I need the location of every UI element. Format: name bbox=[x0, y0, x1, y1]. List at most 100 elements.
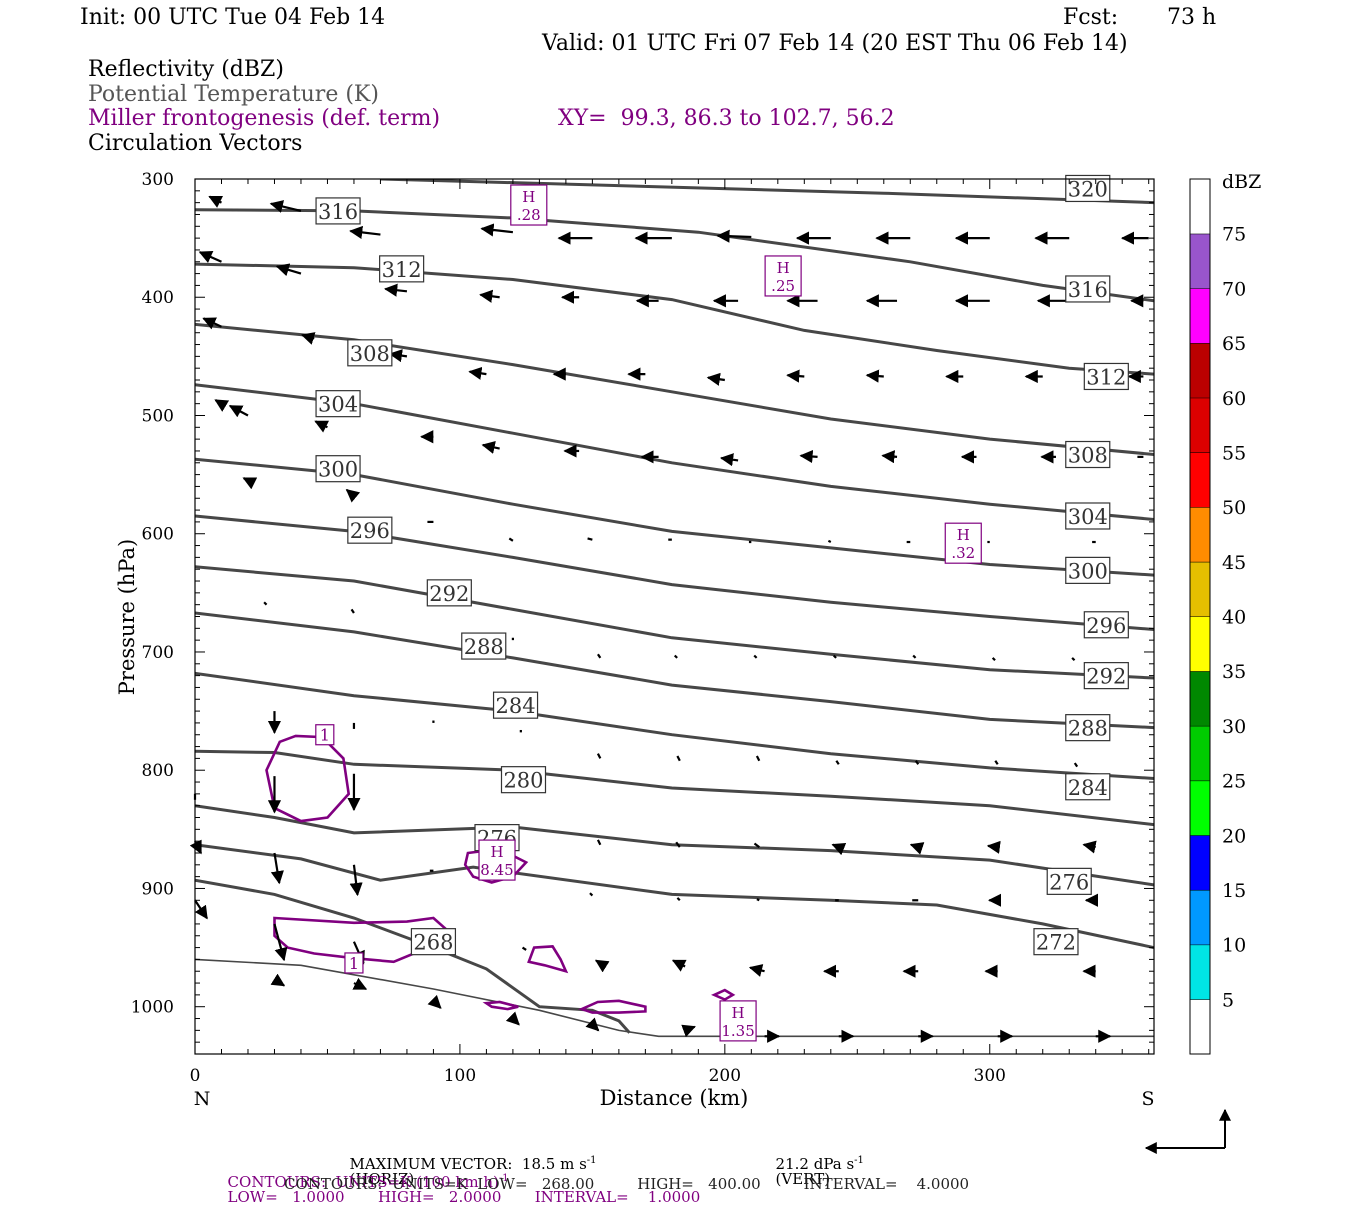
circulation-vector bbox=[748, 964, 765, 977]
max-vector-vert-text: 21.2 dPa s bbox=[775, 1155, 855, 1173]
theta-label-284: 284 bbox=[1065, 773, 1111, 801]
colorbar-segment bbox=[1190, 452, 1210, 508]
circulation-vector bbox=[756, 898, 760, 902]
field-xy: XY= 99.3, 86.3 to 102.7, 56.2 bbox=[558, 106, 895, 131]
svg-text:.28: .28 bbox=[517, 206, 541, 224]
circulation-vector bbox=[831, 842, 847, 856]
circulation-vector bbox=[521, 946, 527, 951]
reference-vector-icon bbox=[1144, 1108, 1231, 1154]
circulation-vector bbox=[755, 755, 761, 762]
circulation-vector bbox=[589, 892, 594, 897]
colorbar-level-label: 50 bbox=[1222, 497, 1246, 519]
circulation-vector bbox=[269, 200, 302, 213]
circulation-vector bbox=[228, 404, 249, 418]
y-tick-label: 600 bbox=[142, 525, 174, 545]
circulation-vector bbox=[597, 653, 602, 659]
svg-text:296: 296 bbox=[350, 519, 390, 543]
y-tick-label: 300 bbox=[142, 170, 174, 190]
circulation-vector bbox=[505, 1011, 520, 1026]
circulation-vector bbox=[349, 225, 381, 239]
footer-max-vector-vert: 21.2 dPa s-1 (VERT) bbox=[766, 1141, 864, 1187]
circulation-vector bbox=[388, 349, 408, 363]
svg-text:300: 300 bbox=[318, 458, 358, 482]
theta-label-300: 300 bbox=[315, 455, 361, 483]
svg-text:288: 288 bbox=[464, 635, 504, 659]
colorbar-segment bbox=[1190, 944, 1210, 1000]
circulation-vector bbox=[753, 842, 760, 848]
miller-contour bbox=[527, 945, 569, 974]
svg-text:304: 304 bbox=[1068, 505, 1108, 529]
svg-text:292: 292 bbox=[1086, 665, 1126, 689]
theta-label-288: 288 bbox=[461, 632, 507, 660]
max-vector-exp2: -1 bbox=[854, 1155, 864, 1166]
theta-label-320: 320 bbox=[1065, 174, 1111, 203]
x-left-end-label: N bbox=[194, 1088, 211, 1110]
circulation-vector bbox=[242, 477, 258, 490]
y-tick-label: 700 bbox=[142, 643, 174, 663]
colorbar-level-label: 25 bbox=[1222, 771, 1246, 793]
colorbar-level-label: 15 bbox=[1222, 880, 1246, 902]
circulation-vector bbox=[832, 654, 837, 659]
circulation-vector bbox=[202, 317, 222, 330]
svg-text:H: H bbox=[522, 188, 535, 206]
colorbar-segment bbox=[1190, 397, 1210, 453]
circulation-vector bbox=[681, 1024, 696, 1038]
colorbar-segment bbox=[1190, 561, 1210, 617]
max-vector-text: MAXIMUM VECTOR: 18.5 m s bbox=[349, 1155, 587, 1173]
theta-label-292: 292 bbox=[1083, 662, 1129, 690]
circulation-vector bbox=[881, 450, 898, 464]
x-right-end-label: S bbox=[1141, 1088, 1154, 1110]
circulation-vector bbox=[350, 608, 355, 614]
circulation-vector bbox=[1071, 657, 1076, 662]
field-theta: Potential Temperature (K) bbox=[88, 82, 379, 107]
theta-label-268: 268 bbox=[410, 928, 457, 956]
circulation-vector bbox=[753, 654, 758, 659]
svg-text:296: 296 bbox=[1086, 614, 1126, 638]
circulation-vector bbox=[676, 755, 681, 762]
theta-contour-280 bbox=[195, 749, 1154, 827]
circulation-vector bbox=[596, 839, 602, 846]
theta-label-284: 284 bbox=[492, 691, 539, 719]
colorbar-level-label: 5 bbox=[1222, 989, 1234, 1011]
svg-text:H: H bbox=[957, 526, 970, 544]
theta-label-316: 316 bbox=[1065, 275, 1111, 303]
frontogenesis-maximum: H.28 bbox=[510, 184, 548, 226]
miller-label: 1 bbox=[344, 952, 364, 974]
svg-text:312: 312 bbox=[1086, 365, 1126, 389]
colorbar-segment bbox=[1190, 725, 1210, 781]
miller-contour bbox=[711, 988, 736, 1002]
colorbar-segment bbox=[1190, 288, 1210, 344]
field-reflectivity: Reflectivity (dBZ) bbox=[88, 57, 284, 82]
fcst-label: Fcst: bbox=[1063, 5, 1119, 30]
svg-text:280: 280 bbox=[503, 769, 543, 793]
theta-label-276: 276 bbox=[1046, 867, 1092, 895]
circulation-vector bbox=[912, 654, 917, 659]
colorbar-segment bbox=[1190, 233, 1210, 289]
max-vector-vert-suffix: (VERT) bbox=[775, 1170, 831, 1188]
footer-contours-miller: CONTOURS: UNITS=K (100 km h)-1 LOW= 1.00… bbox=[218, 1159, 701, 1205]
circulation-vector bbox=[596, 753, 602, 759]
theta-label-308: 308 bbox=[347, 339, 393, 367]
svg-text:320: 320 bbox=[1068, 177, 1108, 201]
svg-text:316: 316 bbox=[318, 200, 358, 224]
svg-text:288: 288 bbox=[1068, 717, 1108, 741]
circulation-vector bbox=[263, 601, 268, 606]
colorbar-segment bbox=[1190, 179, 1210, 234]
circulation-vector bbox=[1073, 762, 1079, 768]
circulation-vector bbox=[345, 489, 361, 503]
colorbar-segment bbox=[1190, 889, 1210, 945]
colorbar-level-label: 55 bbox=[1222, 442, 1246, 464]
max-vector-exp1: -1 bbox=[586, 1155, 597, 1166]
circulation-vector bbox=[991, 657, 996, 662]
y-tick-label: 1000 bbox=[131, 998, 174, 1018]
miller-contour bbox=[482, 1000, 519, 1011]
circulation-vector bbox=[706, 372, 725, 386]
colorbar-level-label: 45 bbox=[1222, 552, 1246, 574]
svg-text:.25: .25 bbox=[771, 277, 795, 295]
colorbar-level-label: 40 bbox=[1222, 607, 1246, 629]
circulation-vector bbox=[585, 1017, 600, 1032]
circulation-vector bbox=[198, 250, 222, 264]
colorbar-level-label: 30 bbox=[1222, 716, 1246, 738]
theta-contour-276 bbox=[195, 804, 1154, 887]
